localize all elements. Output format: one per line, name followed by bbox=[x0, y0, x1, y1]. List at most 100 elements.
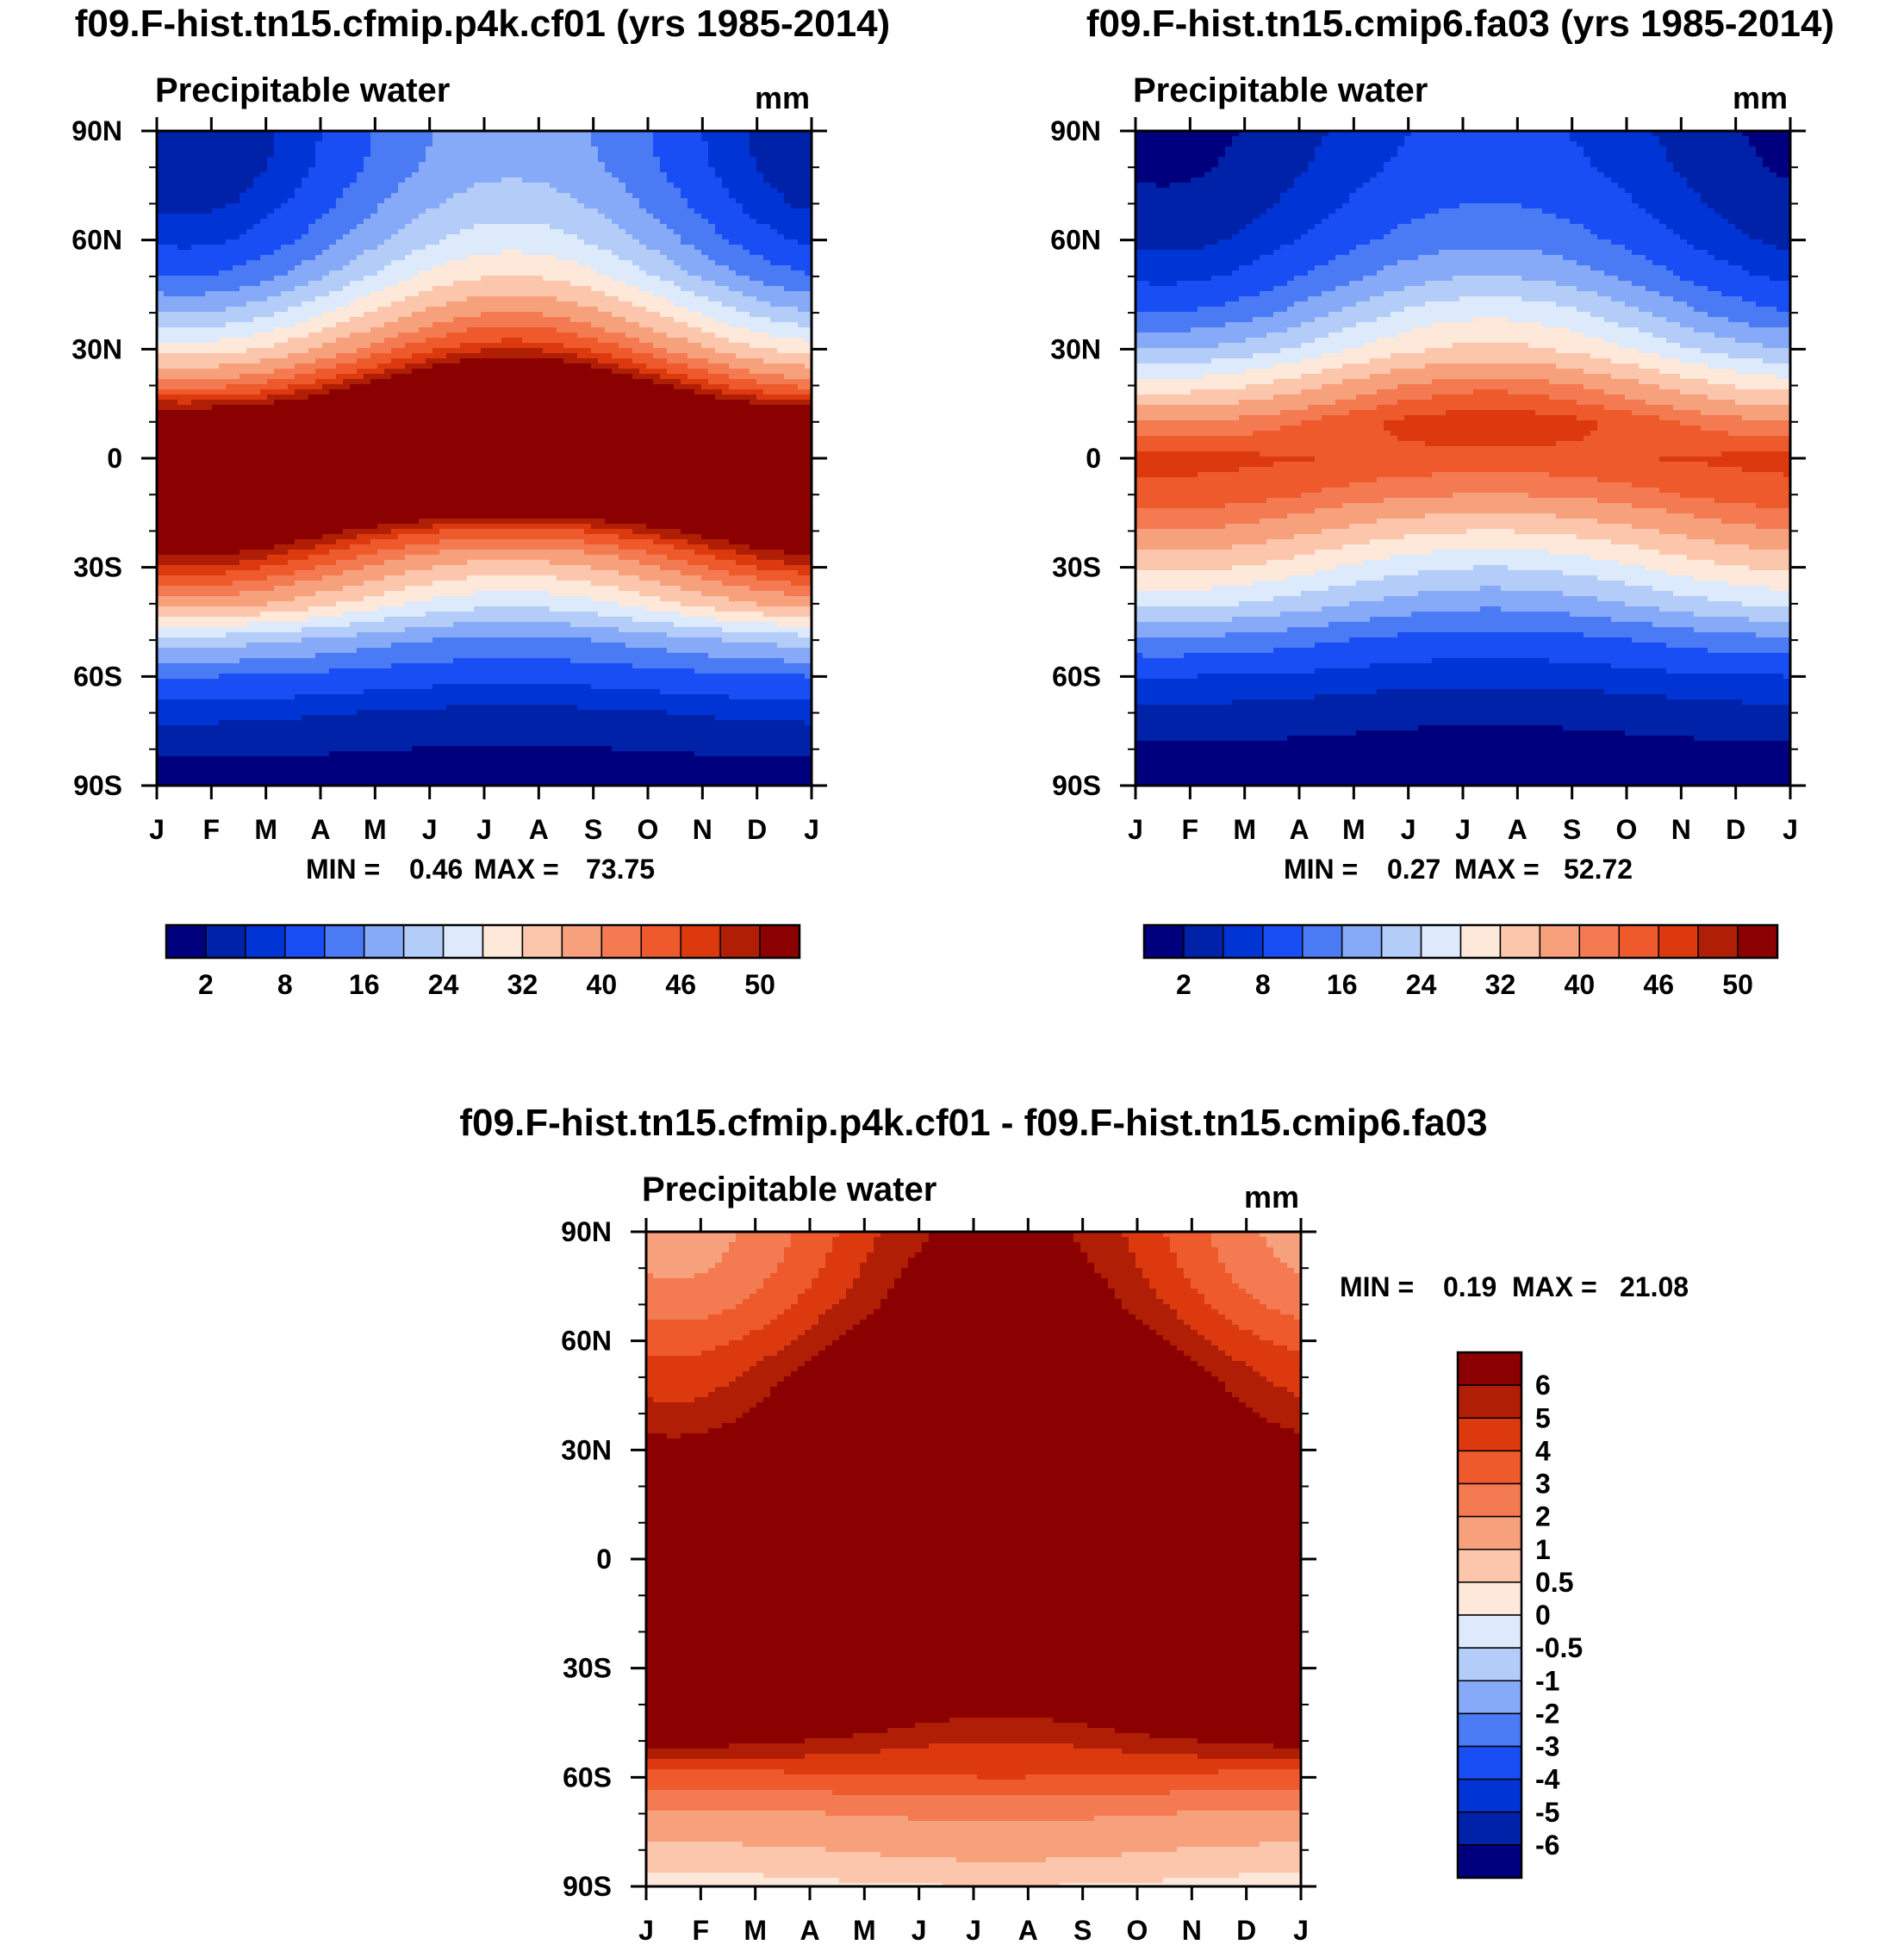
heatmap-cell bbox=[446, 281, 454, 287]
heatmap-cell bbox=[598, 327, 606, 333]
heatmap-cell bbox=[246, 152, 254, 158]
heatmap-cell bbox=[653, 167, 661, 173]
heatmap-cell bbox=[736, 203, 744, 209]
heatmap-cell bbox=[543, 260, 551, 266]
heatmap-cell bbox=[260, 152, 268, 158]
heatmap-cell bbox=[364, 146, 371, 152]
heatmap-cell bbox=[419, 260, 426, 266]
heatmap-cell bbox=[681, 389, 688, 395]
heatmap-cell bbox=[198, 327, 206, 333]
heatmap-cell bbox=[343, 400, 351, 406]
heatmap-cell bbox=[260, 281, 268, 287]
heatmap-cell bbox=[357, 152, 364, 158]
heatmap-cell bbox=[722, 301, 730, 308]
heatmap-cell bbox=[302, 389, 309, 395]
heatmap-cell bbox=[653, 301, 661, 308]
heatmap-cell bbox=[522, 353, 530, 359]
heatmap-cell bbox=[481, 291, 488, 297]
heatmap-cell bbox=[446, 363, 454, 370]
heatmap-cell bbox=[743, 208, 750, 214]
heatmap-cell bbox=[481, 379, 488, 385]
heatmap-cell bbox=[308, 276, 316, 282]
heatmap-cell bbox=[384, 281, 392, 287]
heatmap-cell bbox=[267, 214, 275, 220]
heatmap-cell bbox=[501, 255, 509, 261]
heatmap-cell bbox=[688, 301, 695, 308]
heatmap-cell bbox=[653, 152, 661, 158]
heatmap-cell bbox=[474, 250, 482, 256]
heatmap-cell bbox=[701, 162, 709, 168]
heatmap-cell bbox=[722, 141, 730, 147]
heatmap-cell bbox=[219, 281, 227, 287]
heatmap-cell bbox=[260, 374, 268, 380]
heatmap-cell bbox=[660, 322, 668, 328]
heatmap-cell bbox=[467, 395, 475, 401]
heatmap-cell bbox=[426, 301, 433, 308]
heatmap-cell bbox=[370, 239, 378, 245]
heatmap-cell bbox=[364, 255, 371, 261]
heatmap-cell bbox=[750, 208, 757, 214]
heatmap-cell bbox=[798, 276, 806, 282]
heatmap-cell bbox=[274, 286, 282, 292]
heatmap-cell bbox=[495, 255, 502, 261]
heatmap-cell bbox=[715, 276, 723, 282]
heatmap-cell bbox=[591, 384, 599, 390]
heatmap-cell bbox=[508, 379, 516, 385]
heatmap-cell bbox=[446, 276, 454, 282]
heatmap-cell bbox=[426, 270, 433, 276]
heatmap-cell bbox=[219, 270, 227, 276]
heatmap-cell bbox=[743, 395, 750, 401]
heatmap-cell bbox=[370, 384, 378, 390]
heatmap-cell bbox=[701, 146, 709, 152]
heatmap-cell bbox=[350, 296, 358, 302]
heatmap-cell bbox=[653, 276, 661, 282]
heatmap-cell bbox=[295, 322, 302, 328]
heatmap-cell bbox=[536, 146, 544, 152]
heatmap-cell bbox=[570, 369, 578, 375]
heatmap-cell bbox=[384, 322, 392, 328]
heatmap-cell bbox=[577, 177, 585, 183]
heatmap-cell bbox=[302, 239, 309, 245]
heatmap-cell bbox=[384, 208, 392, 214]
heatmap-cell bbox=[246, 301, 254, 308]
heatmap-cell bbox=[302, 198, 309, 204]
heatmap-cell bbox=[495, 301, 502, 308]
heatmap-cell bbox=[219, 260, 227, 266]
heatmap-cell bbox=[529, 322, 537, 328]
heatmap-cell bbox=[619, 281, 626, 287]
heatmap-cell bbox=[191, 188, 199, 194]
heatmap-cell bbox=[308, 286, 316, 292]
heatmap-cell bbox=[756, 281, 764, 287]
heatmap-cell bbox=[536, 276, 544, 282]
heatmap-cell bbox=[391, 234, 399, 240]
heatmap-cell bbox=[302, 136, 309, 142]
heatmap-cell bbox=[777, 301, 785, 308]
heatmap-cell bbox=[529, 369, 537, 375]
heatmap-cell bbox=[515, 369, 523, 375]
heatmap-cell bbox=[577, 188, 585, 194]
heatmap-cell bbox=[453, 286, 461, 292]
heatmap-cell bbox=[632, 167, 640, 173]
heatmap-cell bbox=[798, 301, 806, 308]
heatmap-cell bbox=[660, 136, 668, 142]
heatmap-cell bbox=[439, 224, 447, 230]
heatmap-cell bbox=[508, 203, 516, 209]
heatmap-cell bbox=[460, 162, 468, 168]
heatmap-cell bbox=[660, 203, 668, 209]
heatmap-cell bbox=[439, 343, 447, 349]
heatmap-cell bbox=[729, 214, 737, 220]
heatmap-cell bbox=[612, 348, 619, 354]
heatmap-cell bbox=[688, 286, 695, 292]
heatmap-cell bbox=[770, 353, 778, 359]
heatmap-cell bbox=[612, 239, 619, 245]
heatmap-cell bbox=[605, 162, 613, 168]
heatmap-cell bbox=[612, 157, 619, 163]
heatmap-cell bbox=[743, 317, 750, 323]
heatmap-cell bbox=[343, 239, 351, 245]
heatmap-cell bbox=[308, 152, 316, 158]
heatmap-cell bbox=[267, 270, 275, 276]
heatmap-cell bbox=[343, 136, 351, 142]
heatmap-cell bbox=[688, 307, 695, 313]
heatmap-cell bbox=[660, 301, 668, 308]
heatmap-cell bbox=[246, 167, 254, 173]
